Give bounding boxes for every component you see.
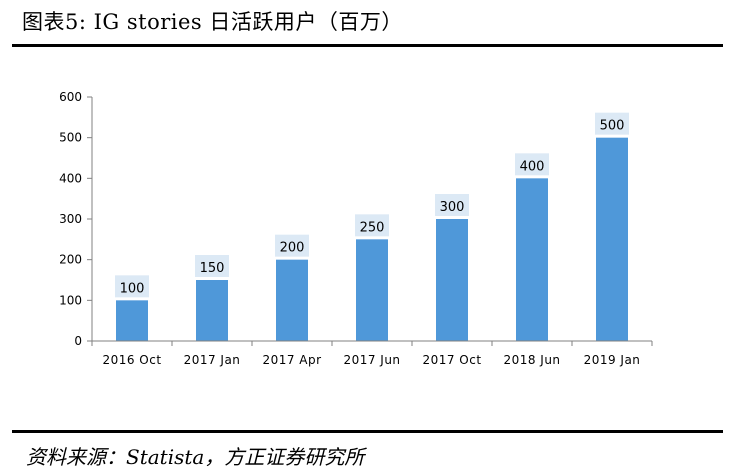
x-tick-label: 2017 Oct xyxy=(422,353,481,367)
x-tick-label: 2017 Jan xyxy=(184,353,241,367)
y-tick-label: 500 xyxy=(59,131,82,145)
data-label: 500 xyxy=(600,119,625,134)
data-label: 200 xyxy=(280,241,305,256)
x-tick-label: 2018 Jun xyxy=(503,353,560,367)
data-label-bg xyxy=(355,214,389,237)
bar xyxy=(116,300,148,341)
y-tick-label: 0 xyxy=(74,334,82,348)
data-label-bg xyxy=(595,112,629,135)
y-tick-label: 200 xyxy=(59,253,82,267)
bar xyxy=(276,259,308,341)
data-label-bg xyxy=(435,194,469,216)
data-label-bg xyxy=(275,234,309,257)
data-label: 400 xyxy=(520,159,545,174)
bar xyxy=(196,280,228,341)
data-label: 150 xyxy=(200,261,225,276)
data-labels: 100 150 200 250 300 400 500 xyxy=(115,112,629,298)
x-tick-label: 2016 Oct xyxy=(102,353,161,367)
figure-title: 图表5: IG stories 日活跃用户（百万） xyxy=(22,10,403,34)
data-label-bg xyxy=(195,255,229,277)
y-tick-label: 100 xyxy=(59,293,82,307)
bar xyxy=(516,178,548,341)
y-tick-label: 400 xyxy=(59,171,82,185)
y-tick-label: 600 xyxy=(59,90,82,104)
bar-chart: 0 100 200 300 400 500 600 2016 Oct 2017 Jan 2017… xyxy=(59,90,653,367)
y-axis-ticks: 0 100 200 300 400 500 600 xyxy=(59,90,92,348)
data-label: 300 xyxy=(440,200,465,215)
x-tick-label: 2017 Jun xyxy=(343,353,400,367)
bars xyxy=(116,137,628,341)
data-label: 250 xyxy=(360,220,385,235)
data-label: 100 xyxy=(120,281,145,296)
bottom-rule xyxy=(12,430,723,433)
data-label-bg xyxy=(115,275,149,298)
y-tick-label: 300 xyxy=(59,212,82,226)
source-note: 资料来源：Statista，方正证券研究所 xyxy=(26,445,365,469)
bar xyxy=(596,137,628,341)
axes xyxy=(91,97,652,342)
bar xyxy=(436,219,468,341)
x-tick-label: 2019 Jan xyxy=(584,353,641,367)
bar xyxy=(356,239,388,341)
data-label-bg xyxy=(515,153,549,176)
x-axis-ticks: 2016 Oct 2017 Jan 2017 Apr 2017 Jun 2017 Oct… xyxy=(91,341,653,367)
x-tick-label: 2017 Apr xyxy=(262,353,321,367)
top-rule xyxy=(12,44,723,47)
